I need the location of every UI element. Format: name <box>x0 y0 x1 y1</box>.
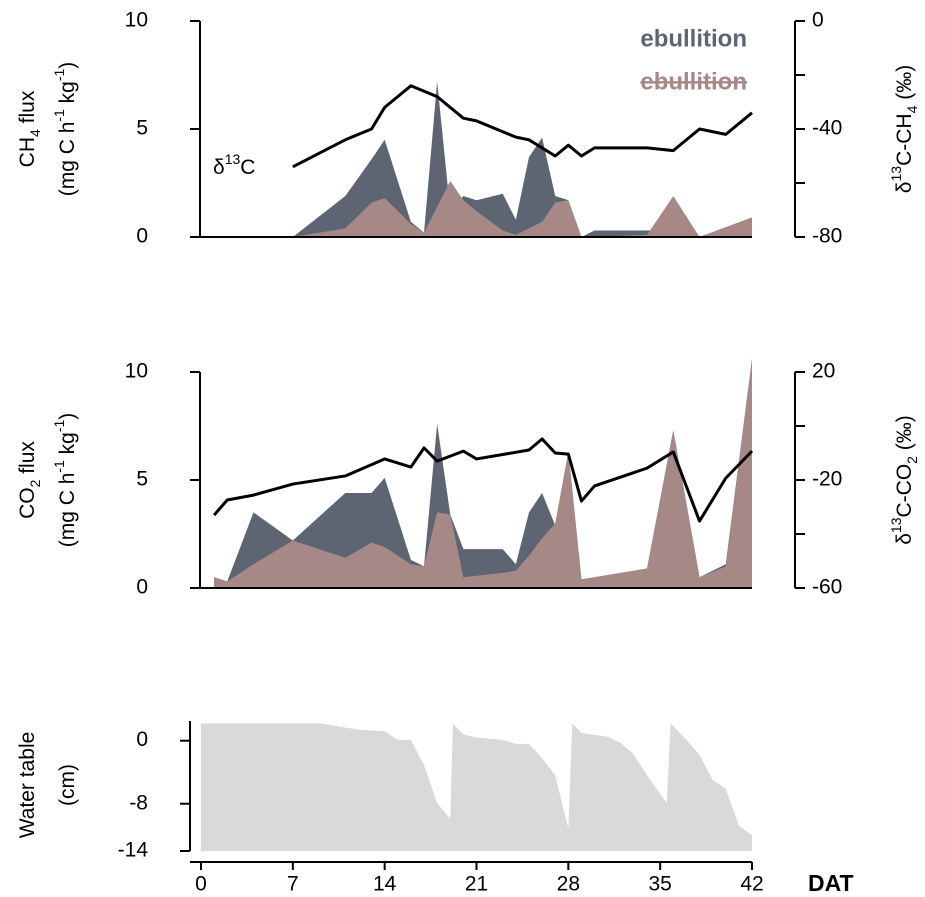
y-tick-label: -14 <box>118 839 149 862</box>
text-part: flux <box>16 90 39 129</box>
y-axis-label: Water table <box>16 732 39 839</box>
y2-tick-label: -80 <box>812 225 842 248</box>
flux-area <box>201 81 752 237</box>
text-part: kg <box>56 81 79 109</box>
text-part: δ <box>213 156 225 179</box>
text-part: C-CH <box>893 113 916 166</box>
y-axis-label: CO2 flux <box>16 441 43 519</box>
text-part: C <box>240 156 255 179</box>
x-tick-label: 42 <box>740 873 763 896</box>
text-part: -1 <box>51 109 67 122</box>
y-axis-label: CH4 flux <box>16 90 43 167</box>
text-part: CH <box>16 137 39 167</box>
legend-entry: ebullition <box>640 68 747 95</box>
x-tick-label: 35 <box>648 873 671 896</box>
text-part: (cm) <box>56 764 79 806</box>
y-tick-label: 10 <box>125 9 148 32</box>
text-part: -1 <box>51 419 67 432</box>
text-part: 4 <box>904 105 920 113</box>
flux-area <box>214 359 753 588</box>
y-tick-label: 5 <box>136 117 148 140</box>
y2-axis-label: δ13C-CH4 (‰) <box>888 65 920 193</box>
y2-tick-label: -40 <box>812 117 842 140</box>
text-part: 4 <box>27 129 43 137</box>
text-part: CO <box>16 487 39 519</box>
text-part: 2 <box>27 479 43 487</box>
text-part: (‰) <box>893 65 916 106</box>
y-axis-label: (mg C h-1 kg-1) <box>51 62 79 197</box>
x-axis-label: DAT <box>808 870 854 896</box>
legend-entry: ebullition <box>640 25 747 52</box>
y2-tick-label: 0 <box>812 9 824 32</box>
text-part: -1 <box>51 460 67 473</box>
isotope-line <box>212 437 754 523</box>
y-tick-label: -8 <box>129 791 148 814</box>
text-part: δ <box>893 533 916 545</box>
text-part: (‰) <box>893 415 916 456</box>
y2-tick-label: -20 <box>812 468 842 491</box>
x-tick-label: 7 <box>287 873 299 896</box>
y-tick-label: 0 <box>136 576 148 599</box>
text-part: (mg C h <box>56 473 79 548</box>
text-part: 2 <box>904 456 920 464</box>
text-part: flux <box>16 441 39 480</box>
y2-tick-label: 20 <box>812 360 835 383</box>
x-tick-label: 28 <box>557 873 580 896</box>
y-axis-label: (mg C h-1 kg-1) <box>51 413 79 548</box>
text-part: δ <box>893 182 916 194</box>
text-part: Water table <box>16 732 39 839</box>
text-part: ) <box>56 62 79 69</box>
isotope-line <box>292 84 753 169</box>
y-tick-label: 0 <box>136 728 148 751</box>
text-part: -1 <box>51 68 67 81</box>
x-tick-label: 0 <box>195 873 207 896</box>
text-part: kg <box>56 432 79 460</box>
flux-area <box>201 180 752 237</box>
y-tick-label: 10 <box>125 360 148 383</box>
y-tick-label: 0 <box>136 225 148 248</box>
y-axis-label: (cm) <box>56 764 79 806</box>
y2-axis-label: δ13C-CO2 (‰) <box>888 415 920 545</box>
text-part: ) <box>56 413 79 420</box>
y-tick-label: 5 <box>136 468 148 491</box>
y2-tick-label: -60 <box>812 576 842 599</box>
text-part: C-CO <box>893 464 916 518</box>
text-part: 13 <box>888 517 904 533</box>
annotation: δ13C <box>213 151 255 179</box>
x-tick-label: 21 <box>465 873 488 896</box>
flux-area <box>214 359 753 588</box>
text-part: 13 <box>225 151 241 167</box>
x-tick-label: 14 <box>373 873 397 896</box>
flux-area <box>201 723 752 851</box>
text-part: (mg C h <box>56 122 79 197</box>
text-part: 13 <box>888 166 904 182</box>
